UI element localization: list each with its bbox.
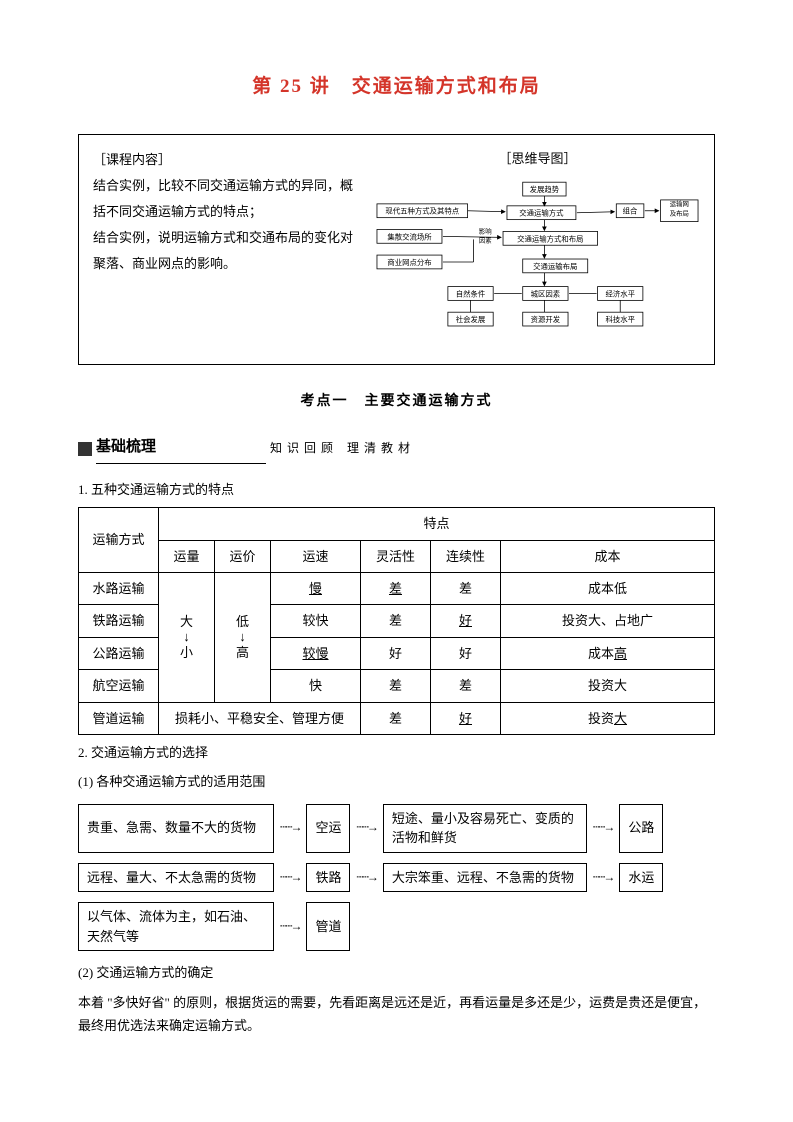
row-pipe: 管道运输	[79, 702, 159, 734]
flow-c1: 以气体、流体为主，如石油、天然气等	[78, 902, 274, 951]
svg-text:城区因素: 城区因素	[531, 289, 561, 298]
svg-text:运输网: 运输网	[670, 198, 689, 207]
basis-title: 基础梳理	[96, 434, 266, 464]
ct-water: 差	[431, 572, 501, 604]
cs-air: 投资大	[501, 670, 715, 702]
arrow-icon: ┄┄→	[587, 863, 619, 893]
ct-rail: 好	[431, 605, 501, 637]
row-water: 水路运输	[79, 572, 159, 604]
basis-icon	[78, 442, 92, 456]
cs-pipe: 投资大	[501, 702, 715, 734]
top-box: ［课程内容］ 结合实例，比较不同交通运输方式的异同，概括不同交通运输方式的特点；…	[78, 134, 715, 364]
flow-m3: 铁路	[306, 863, 350, 893]
fx-water: 差	[361, 572, 431, 604]
flow-m1: 空运	[306, 804, 350, 853]
th-mode: 运输方式	[79, 508, 159, 573]
th-speed: 运速	[271, 540, 361, 572]
price-col: 低↓高	[215, 572, 271, 702]
mindmap-diagram: 现代五种方式及其特点 集散交流场所 商业网点分布 发展趋势 交通运输方式 组合 …	[375, 175, 700, 352]
svg-text:及布局: 及布局	[670, 208, 689, 217]
section-2-1: (1) 各种交通运输方式的适用范围	[78, 770, 715, 793]
transport-table: 运输方式 特点 运量 运价 运速 灵活性 连续性 成本 水路运输 大↓小 低↓高…	[78, 507, 715, 735]
svg-text:因素: 因素	[479, 235, 492, 244]
svg-text:交通运输方式: 交通运输方式	[519, 208, 564, 217]
arrow-icon: ┄┄→	[350, 863, 382, 893]
flow-row-1: 贵重、急需、数量不大的货物 ┄┄→ 空运 ┄┄→ 短途、量小及容易死亡、变质的活…	[78, 804, 715, 853]
svg-text:组合: 组合	[623, 206, 638, 215]
flow-b1: 远程、量大、不太急需的货物	[78, 863, 274, 893]
th-cost: 成本	[501, 540, 715, 572]
svg-text:经济水平: 经济水平	[605, 289, 635, 298]
sp-air: 快	[271, 670, 361, 702]
arrow-icon: ┄┄→	[274, 804, 306, 853]
flow-row-2: 远程、量大、不太急需的货物 ┄┄→ 铁路 ┄┄→ 大宗笨重、远程、不急需的货物 …	[78, 863, 715, 893]
th-vol: 运量	[159, 540, 215, 572]
fx-rail: 差	[361, 605, 431, 637]
kaodian-heading: 考点一 主要交通运输方式	[78, 389, 715, 414]
svg-text:集散交流场所: 集散交流场所	[387, 232, 432, 241]
svg-text:商业网点分布: 商业网点分布	[387, 258, 431, 267]
arrow-icon: ┄┄→	[274, 863, 306, 893]
course-p1: 结合实例，比较不同交通运输方式的异同，概括不同交通运输方式的特点；	[93, 173, 363, 225]
svg-text:现代五种方式及其特点: 现代五种方式及其特点	[385, 206, 459, 215]
fx-air: 差	[361, 670, 431, 702]
fx-pipe: 差	[361, 702, 431, 734]
svg-text:交通运输布局: 交通运输布局	[533, 261, 577, 270]
arrow-icon: ┄┄→	[274, 902, 306, 951]
sp-road: 较慢	[271, 637, 361, 669]
svg-text:影响: 影响	[479, 226, 492, 235]
svg-text:发展趋势: 发展趋势	[530, 185, 560, 194]
row-air: 航空运输	[79, 670, 159, 702]
ct-road: 好	[431, 637, 501, 669]
svg-text:科技水平: 科技水平	[605, 315, 635, 324]
svg-text:资源开发: 资源开发	[531, 315, 561, 324]
ct-air: 差	[431, 670, 501, 702]
course-p2: 结合实例，说明运输方式和交通布局的变化对聚落、商业网点的影响。	[93, 225, 363, 277]
fx-road: 好	[361, 637, 431, 669]
vol-col: 大↓小	[159, 572, 215, 702]
basis-row: 基础梳理 知 识 回 顾 理 清 教 材	[78, 434, 715, 464]
section-1-title: 1. 五种交通运输方式的特点	[78, 478, 715, 501]
cs-rail: 投资大、占地广	[501, 605, 715, 637]
course-content: ［课程内容］ 结合实例，比较不同交通运输方式的异同，概括不同交通运输方式的特点；…	[93, 147, 363, 351]
flow-m4: 水运	[619, 863, 663, 893]
sp-rail: 较快	[271, 605, 361, 637]
section-2-title: 2. 交通运输方式的选择	[78, 741, 715, 764]
th-cont: 连续性	[431, 540, 501, 572]
cs-road: 成本高	[501, 637, 715, 669]
arrow-icon: ┄┄→	[587, 804, 619, 853]
row-road: 公路运输	[79, 637, 159, 669]
arrow-icon: ┄┄→	[350, 804, 382, 853]
svg-text:自然条件: 自然条件	[456, 289, 486, 298]
course-heading: ［课程内容］	[93, 147, 363, 173]
basis-subtitle: 知 识 回 顾 理 清 教 材	[270, 438, 411, 460]
mindmap-label: ［思维导图］	[375, 147, 700, 170]
flow-a2: 短途、量小及容易死亡、变质的活物和鲜货	[383, 804, 587, 853]
mindmap-panel: ［思维导图］	[375, 147, 700, 351]
sp-water: 慢	[271, 572, 361, 604]
flow-m2: 公路	[619, 804, 663, 853]
th-price: 运价	[215, 540, 271, 572]
ct-pipe: 好	[431, 702, 501, 734]
cs-water: 成本低	[501, 572, 715, 604]
section-2-2: (2) 交通运输方式的确定	[78, 961, 715, 984]
flow-m5: 管道	[306, 902, 350, 951]
svg-text:社会发展: 社会发展	[456, 315, 486, 324]
pipe-merge: 损耗小、平稳安全、管理方便	[159, 702, 361, 734]
flow-a1: 贵重、急需、数量不大的货物	[78, 804, 274, 853]
section-2-3: 本着 "多快好省" 的原则，根据货运的需要，先看距离是远还是近，再看运量是多还是…	[78, 991, 715, 1038]
flow-row-3: 以气体、流体为主，如石油、天然气等 ┄┄→ 管道	[78, 902, 715, 951]
svg-text:交通运输方式和布局: 交通运输方式和布局	[517, 234, 583, 243]
page-title: 第 25 讲 交通运输方式和布局	[78, 70, 715, 104]
th-flex: 灵活性	[361, 540, 431, 572]
flow-b2: 大宗笨重、远程、不急需的货物	[383, 863, 587, 893]
th-feat: 特点	[159, 508, 715, 540]
row-rail: 铁路运输	[79, 605, 159, 637]
